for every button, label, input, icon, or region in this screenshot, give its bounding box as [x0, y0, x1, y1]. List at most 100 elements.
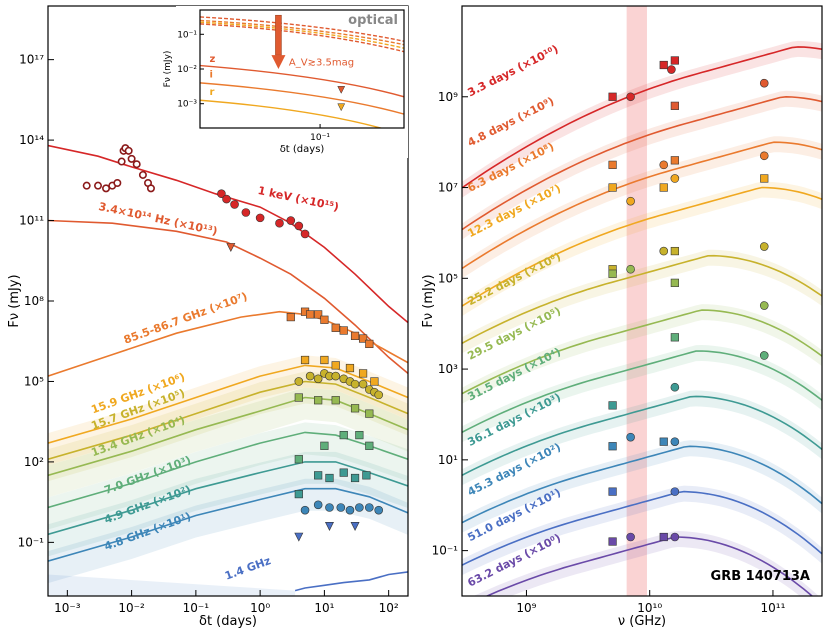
data-point-square	[300, 355, 310, 365]
data-point-circle	[626, 432, 635, 442]
spectrum-line-10	[485, 536, 814, 596]
inset-upper-limit	[337, 86, 346, 94]
data-point-circle	[286, 216, 296, 225]
data-point-circle	[667, 65, 676, 74]
data-point-square	[608, 183, 617, 192]
upper-limit-marker	[226, 243, 236, 253]
inset-y-tick-label: 10⁻²	[177, 65, 197, 75]
extinction-arrow-head	[271, 55, 286, 69]
data-point-circle	[659, 246, 669, 256]
spectrum-line-8	[462, 445, 822, 524]
xray-early-point	[94, 181, 103, 190]
data-point-circle	[659, 160, 669, 170]
inset-dashed-model	[200, 19, 404, 46]
data-point-circle	[300, 229, 310, 239]
data-point-square	[350, 404, 360, 413]
spectrum-band-5	[462, 304, 822, 404]
inset-title: optical	[348, 13, 398, 28]
x-tick-label: 10¹¹	[761, 601, 786, 615]
data-point-circle	[325, 503, 334, 512]
data-point-square	[314, 310, 323, 319]
data-point-square	[608, 537, 617, 546]
inset-band-label-i: i	[210, 70, 213, 81]
y-tick-label: 10⁻¹	[18, 535, 45, 549]
model-line-8	[48, 487, 408, 562]
data-point-circle	[670, 174, 680, 183]
inset-x-tick-label: 10⁻¹	[310, 133, 330, 143]
xray-early-point	[117, 157, 126, 166]
data-point-circle	[626, 92, 635, 102]
data-point-square	[314, 396, 323, 405]
data-point-square	[362, 471, 371, 480]
chart-title: GRB 140713A	[711, 569, 810, 584]
shaded-frequency-band	[626, 6, 647, 596]
model-line-9	[294, 571, 408, 592]
inset-extincted-model	[200, 82, 404, 115]
spectrum-line-5	[462, 309, 822, 395]
data-point-square	[320, 355, 329, 365]
series-label-9: 1.4 GHz	[223, 554, 273, 583]
data-point-circle	[217, 189, 226, 199]
data-point-circle	[345, 505, 355, 515]
data-point-circle	[670, 437, 680, 446]
data-point-square	[365, 339, 374, 349]
data-point-circle	[305, 371, 315, 381]
data-point-square	[320, 315, 329, 324]
x-tick-label: 10¹⁰	[637, 601, 662, 615]
low-band-region	[48, 574, 296, 596]
inset-y-label: Fν (mJy)	[163, 51, 173, 88]
y-tick-label: 10¹⁷	[19, 53, 44, 67]
spectrum-band-1	[462, 90, 822, 240]
data-point-circle	[294, 377, 304, 386]
data-point-square	[659, 437, 668, 446]
extinction-arrow-shaft	[275, 14, 282, 56]
inset-annotation: A_V≳3.5mag	[289, 58, 354, 69]
right-panel: 3.3 days (×10¹⁰)4.8 days (×10⁹)6.3 days …	[421, 5, 823, 629]
y-tick-label: 10⁹	[438, 90, 458, 104]
data-point-square	[670, 156, 679, 165]
xray-early-point	[127, 154, 136, 163]
data-point-square	[670, 56, 679, 65]
data-point-circle	[759, 151, 769, 161]
x-tick-label: 10⁻²	[118, 601, 145, 615]
inset-band-label-z: z	[210, 54, 216, 65]
data-point-square	[339, 430, 348, 440]
data-point-square	[350, 331, 360, 340]
data-point-square	[670, 278, 679, 287]
inset-dashed-model	[200, 16, 404, 42]
y-tick-label: 10⁵	[24, 374, 44, 388]
x-tick-label: 10¹	[314, 601, 334, 615]
data-point-circle	[350, 379, 360, 389]
data-point-square	[608, 401, 617, 410]
spectrum-line-4	[462, 254, 822, 345]
model-line-4	[48, 380, 408, 460]
upper-limit-marker	[350, 521, 360, 531]
data-point-square	[760, 174, 769, 183]
data-point-circle	[670, 487, 680, 496]
data-point-circle	[230, 200, 239, 209]
data-point-square	[331, 361, 340, 370]
xray-early-point	[132, 160, 141, 169]
data-point-square	[339, 326, 348, 335]
data-point-circle	[374, 390, 384, 400]
data-point-circle	[313, 374, 323, 384]
data-point-square	[670, 101, 679, 110]
y-tick-label: 10⁵	[438, 271, 458, 285]
data-point-square	[670, 333, 679, 342]
uncertainty-band-3	[48, 422, 408, 530]
inset-extincted-model	[200, 99, 384, 128]
model-line-3	[48, 364, 408, 444]
y-axis-label: Fν (mJy)	[7, 274, 22, 327]
data-point-circle	[626, 532, 635, 542]
spectrum-band-2	[462, 136, 822, 279]
data-point-square	[358, 334, 368, 343]
y-tick-label: 10⁸	[24, 294, 44, 308]
data-point-square	[294, 455, 303, 464]
data-point-square	[355, 430, 364, 440]
data-point-square	[608, 92, 617, 101]
spectrum-label-0: 3.3 days (×10¹⁰)	[465, 42, 560, 99]
data-point-square	[365, 409, 374, 418]
data-point-square	[365, 441, 374, 450]
series-label-1: 3.4×10¹⁴ Hz (×10¹³)	[97, 200, 218, 238]
